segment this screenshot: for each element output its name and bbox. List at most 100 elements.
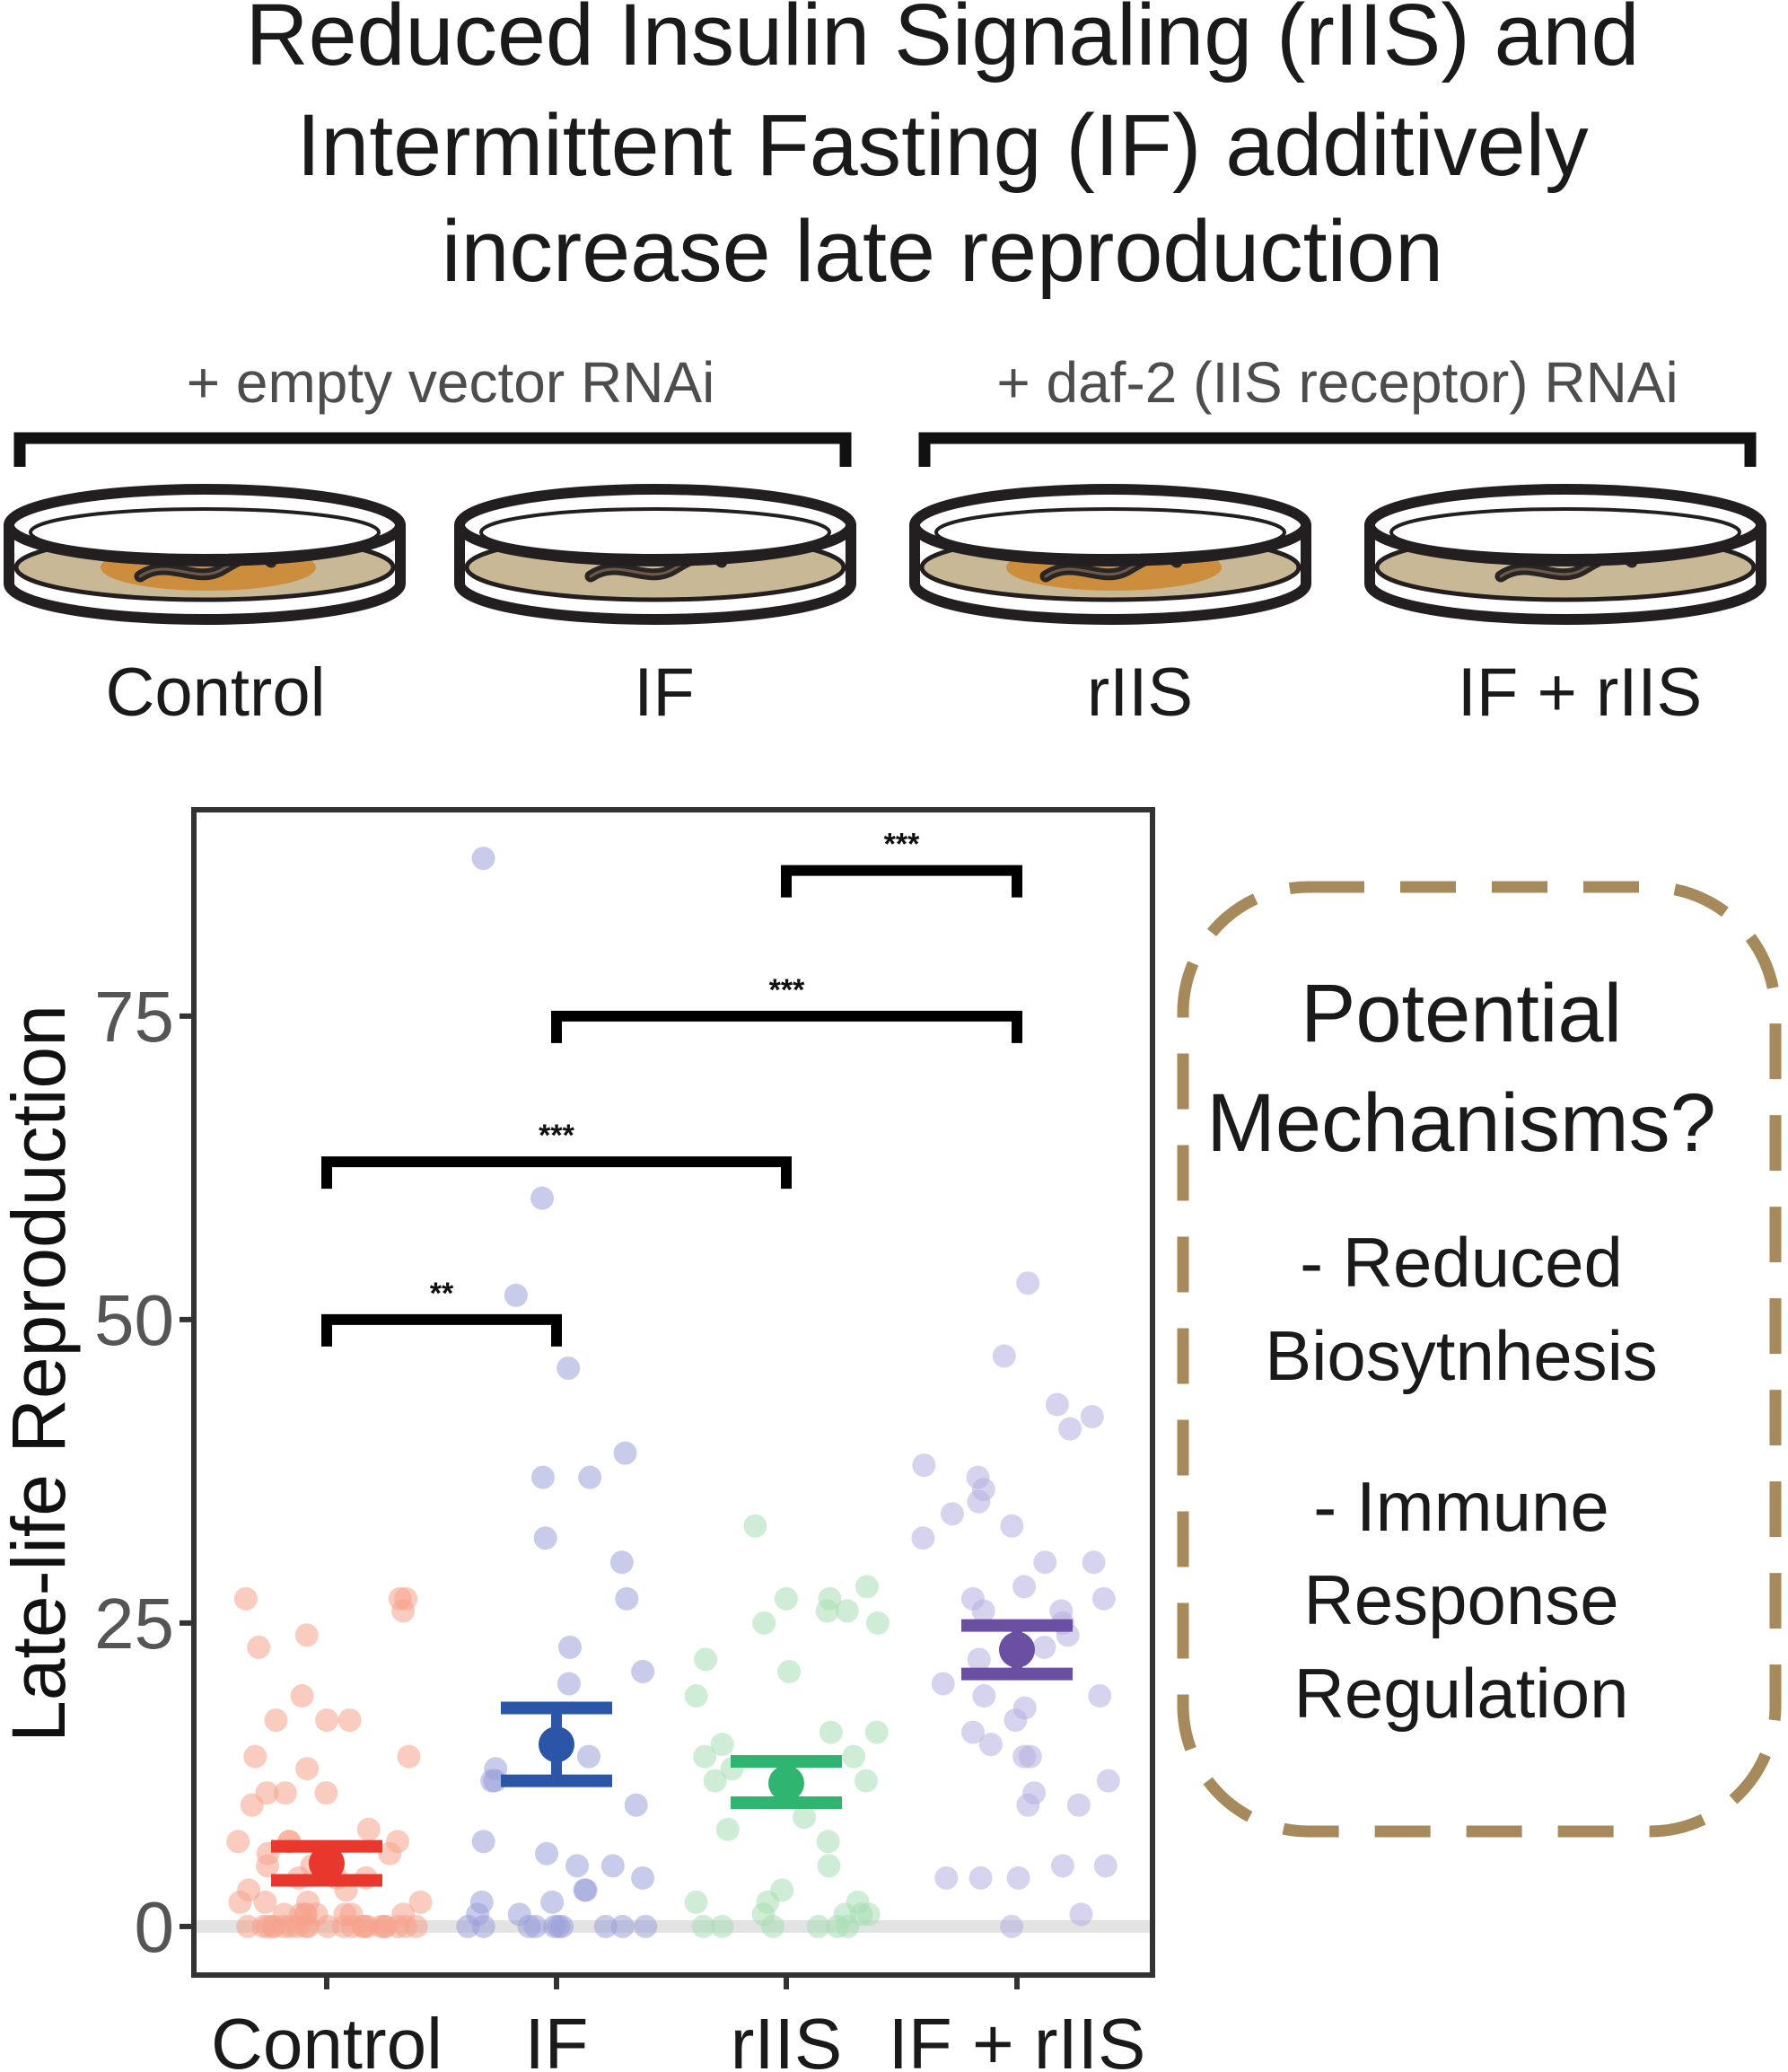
data-point [337, 1708, 362, 1733]
significance-bracket: *** [321, 1119, 792, 1190]
significance-label: *** [884, 828, 920, 862]
data-point [710, 1733, 734, 1757]
data-point [565, 1854, 590, 1878]
mechanism-2-line-2: Response [1303, 1560, 1618, 1639]
chart: Late-life Reproduction ***********025507… [0, 807, 1155, 2072]
data-point [1088, 1684, 1112, 1708]
data-point [971, 1599, 995, 1623]
data-point [615, 1586, 639, 1611]
points-control [226, 1586, 433, 1938]
points-riis [684, 1514, 890, 1938]
title-line-1: Reduced Insulin Signaling (rIIS) and [246, 0, 1640, 83]
dish-lid-rim [29, 507, 381, 558]
significance-label: ** [430, 1277, 454, 1311]
data-point [817, 1854, 841, 1878]
y-tick-label: 75 [94, 977, 174, 1057]
data-point [978, 1733, 1003, 1757]
data-point [530, 1186, 555, 1210]
data-point [691, 1914, 715, 1938]
data-point [314, 1781, 338, 1805]
y-tick-label: 25 [94, 1584, 174, 1664]
data-point [253, 1890, 277, 1914]
mean-point [999, 1631, 1035, 1668]
data-point [294, 1623, 319, 1647]
title-line-3: increase late reproduction [442, 202, 1443, 300]
data-point [835, 1599, 859, 1623]
data-point [226, 1830, 250, 1854]
data-point [836, 1914, 860, 1938]
points-if [456, 847, 658, 1938]
data-point [557, 1635, 582, 1659]
data-point [1012, 1575, 1036, 1599]
data-point [960, 1720, 985, 1744]
condition-label-if: IF [634, 654, 695, 731]
data-point [535, 1841, 559, 1866]
bracket-daf2 [918, 432, 1757, 467]
mean-point [768, 1765, 804, 1802]
data-point [523, 1914, 548, 1938]
data-point [285, 1914, 310, 1938]
bracket-line [321, 1156, 792, 1190]
data-point [819, 1720, 843, 1744]
data-point [576, 1744, 600, 1769]
data-point [631, 1659, 655, 1683]
data-point [256, 1854, 280, 1878]
mechanism-1-line-2: Biosytnhesis [1265, 1316, 1658, 1395]
y-tick-label: 0 [135, 1887, 175, 1967]
mechanisms-border [1177, 881, 1782, 1838]
data-point [1093, 1854, 1118, 1878]
condition-label-if-riis: IF + rIIS [1458, 654, 1702, 731]
condition-label-riis: rIIS [1087, 654, 1193, 731]
data-point [613, 1441, 637, 1465]
data-point [397, 1744, 421, 1769]
data-point [972, 1684, 996, 1708]
dish-lid [1364, 484, 1766, 566]
data-point [373, 1914, 398, 1938]
data-point [761, 1914, 785, 1938]
data-point [703, 1769, 727, 1793]
data-point [240, 1793, 264, 1817]
significance-label: *** [539, 1119, 574, 1153]
data-point [533, 1526, 557, 1550]
data-point [1058, 1417, 1082, 1441]
data-point [777, 1659, 802, 1683]
data-point [315, 1914, 339, 1938]
dish-riis [909, 484, 1311, 625]
data-point [471, 1830, 495, 1854]
data-point [968, 1866, 993, 1890]
data-point [557, 1672, 581, 1696]
dish-lid-rim [934, 507, 1286, 558]
data-point [228, 1890, 252, 1914]
bracket-line [551, 1010, 1022, 1043]
data-point [290, 1684, 314, 1708]
data-point [573, 1878, 597, 1902]
dish-lid [909, 484, 1311, 566]
data-point [1082, 1550, 1106, 1575]
data-point [530, 1465, 555, 1489]
data-point [1080, 1405, 1104, 1429]
data-point [694, 1647, 718, 1672]
x-tick-label: Control [211, 2004, 443, 2072]
data-point [593, 1914, 618, 1938]
data-point [854, 1769, 878, 1793]
data-point [1006, 1866, 1030, 1890]
data-point [743, 1514, 767, 1538]
x-tick-label: IF [524, 2004, 588, 2072]
x-tick-label: IF + rIIS [889, 2004, 1146, 2072]
data-point [934, 1866, 959, 1890]
data-point [967, 1647, 991, 1672]
errorbar-riis [731, 1755, 842, 1810]
data-point [631, 1866, 655, 1890]
data-point [864, 1720, 889, 1744]
data-point [684, 1890, 708, 1914]
data-point [1069, 1902, 1093, 1927]
mechanisms-title-line-1: Potential [1301, 968, 1622, 1059]
data-point [557, 1356, 581, 1380]
data-point [842, 1744, 866, 1769]
bracket-line [321, 1313, 562, 1347]
data-point [251, 1914, 276, 1938]
significance-bracket: *** [781, 828, 1022, 898]
dish-if-riis [1364, 484, 1766, 625]
